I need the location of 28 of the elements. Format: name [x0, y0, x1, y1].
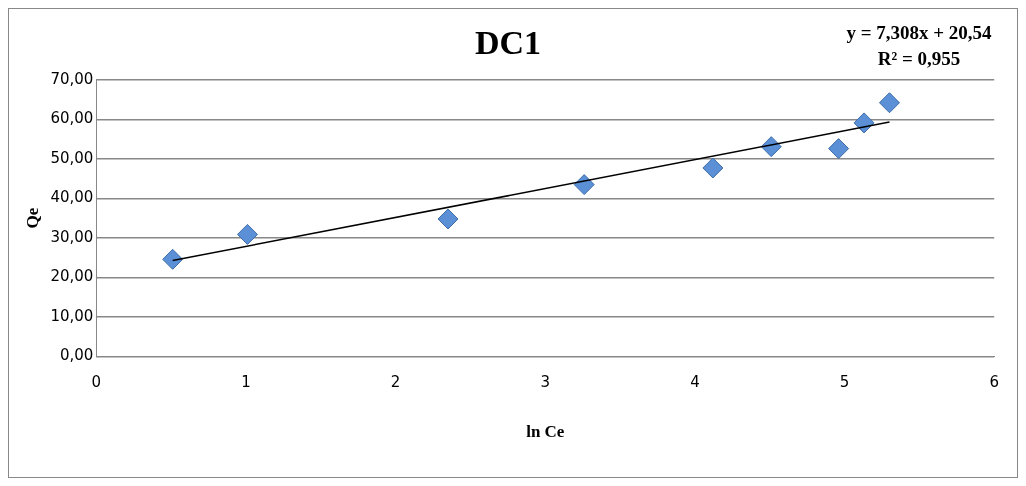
x-tick-label: 6 — [989, 373, 999, 392]
text: y = 7,308x + 20,54 — [846, 22, 993, 43]
x-tick-label: 4 — [690, 373, 700, 392]
x-tick-label: 0 — [91, 373, 102, 392]
y-tick-label: 70,00 — [50, 69, 94, 88]
y-tick-label: 0,00 — [59, 346, 94, 365]
x-tick-label: 3 — [540, 373, 551, 392]
point — [702, 157, 724, 179]
chart-title: DC1 — [474, 24, 542, 62]
point — [236, 223, 258, 245]
point — [573, 174, 595, 196]
point — [437, 208, 459, 230]
x-tick-label: 5 — [839, 373, 850, 392]
y-tick-label: 30,00 — [50, 227, 94, 246]
text: R² = 0,955 — [877, 48, 961, 69]
point — [828, 138, 850, 160]
x-tick-label: 1 — [241, 373, 251, 392]
y-tick-label: 10,00 — [50, 306, 94, 325]
y-tick-label: 40,00 — [50, 188, 94, 207]
x-tick-label: 2 — [390, 373, 401, 392]
x-axis-title: ln Ce — [526, 422, 565, 442]
y-axis-title: Qe — [22, 207, 42, 229]
point — [162, 248, 184, 270]
y-tick-label: 50,00 — [50, 148, 94, 167]
point — [853, 112, 875, 134]
point — [878, 92, 900, 114]
y-tick-label: 60,00 — [50, 109, 94, 128]
y-tick-label: 20,00 — [50, 267, 94, 286]
